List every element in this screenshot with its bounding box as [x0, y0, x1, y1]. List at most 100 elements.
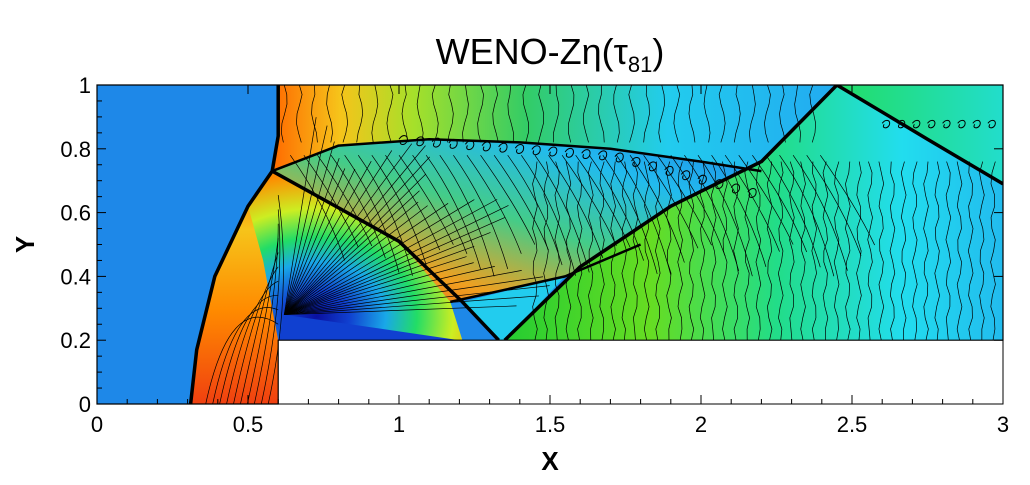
contour-post-line [260, 209, 281, 404]
contour-vortex [881, 119, 891, 129]
contour-top-line [326, 85, 333, 143]
contour-top-line [748, 85, 756, 143]
contour-lower-line [565, 161, 572, 341]
contour-lower-line [655, 161, 661, 341]
contour-fan-line [284, 270, 522, 316]
contour-arc-line [466, 154, 522, 254]
contour-fan-line [284, 246, 475, 316]
contour-field [97, 85, 1003, 404]
contour-lower-line [856, 161, 862, 341]
contour-top-line [341, 85, 348, 143]
contour-top-line [688, 85, 696, 143]
contour-vortex [597, 150, 608, 161]
contour-top-line [356, 85, 364, 143]
contour-fan-line [283, 143, 413, 315]
contour-top-line [568, 85, 575, 143]
contour-lower-line [845, 161, 851, 341]
upper-mid-region [272, 139, 762, 302]
contour-lower-line [956, 161, 963, 341]
contour-vortex [548, 146, 558, 157]
contour-lower-line [912, 161, 918, 341]
contour-lower-line [867, 161, 873, 341]
contour-lower-line [967, 161, 974, 341]
contour-fan-line [284, 190, 420, 315]
shock-lines [188, 85, 1003, 404]
contour-arc-line [575, 154, 631, 248]
contour-fan-line [283, 168, 346, 315]
contour-top-line [643, 85, 650, 143]
contour-post-line [205, 316, 279, 404]
contour-vortex [972, 119, 981, 129]
contour-lower-line [688, 161, 695, 341]
contour-arc-line [711, 154, 767, 267]
contour-vortex [514, 144, 525, 154]
contour-arc-line [289, 154, 345, 261]
x-tick-label: 2.5 [837, 412, 868, 437]
contour-top-line [809, 85, 817, 143]
contour-vortex [531, 145, 541, 156]
y-tick-label: 0.6 [60, 201, 91, 226]
slip-line [271, 137, 762, 173]
x-tick-label: 0 [91, 412, 103, 437]
contour-post-line [219, 295, 279, 404]
second-shock-line [503, 85, 839, 342]
step-obstacle [278, 340, 1003, 404]
contour-fan-line [283, 173, 427, 315]
y-tick-label: 0.8 [60, 137, 91, 162]
contour-arc-line [602, 154, 658, 275]
contour-top-line [673, 85, 681, 143]
contour-top-line [538, 85, 545, 143]
contour-fan-line [284, 305, 517, 316]
contour-lower-line [934, 161, 940, 341]
contour-arc-line [425, 154, 481, 270]
contour-arc-line [493, 154, 549, 251]
x-tick-label: 2 [695, 412, 707, 437]
contour-vortex [564, 147, 574, 158]
contour-top-line [492, 85, 499, 143]
contour-vortex [631, 157, 641, 167]
contour-top-line [703, 85, 711, 143]
contour-lower-line [733, 161, 739, 341]
contour-lower-line [800, 161, 806, 341]
contour-post-line [226, 280, 279, 404]
contour-lower-line [554, 161, 561, 341]
contour-arc-line [317, 154, 373, 247]
contour-arc-line [398, 154, 454, 245]
contour-fan-line [283, 157, 340, 315]
contour-lower-line [766, 161, 773, 341]
fan-core-region [278, 314, 460, 341]
contour-top-line [431, 85, 439, 143]
contour-top-line [447, 85, 454, 143]
contour-arc-line [738, 154, 794, 245]
contour-arc-line [656, 154, 712, 246]
contour-arc-line [385, 154, 441, 251]
contour-post-line [212, 307, 279, 404]
contour-top-line [764, 85, 771, 143]
contour-arc-line [779, 154, 835, 277]
contour-arc-line [561, 154, 617, 247]
expansion-fan-region [248, 171, 463, 341]
contour-top-line [733, 85, 741, 143]
contour-fan-line [284, 232, 491, 316]
contour-top-line [598, 85, 605, 143]
contour-vortex [912, 119, 921, 129]
contour-fan-line [283, 161, 372, 315]
contour-fan-line [283, 141, 335, 315]
contour-post-line [233, 266, 279, 404]
contour-fan-line [284, 256, 467, 316]
contour-fan-line [284, 199, 498, 315]
contour-arc-line [820, 154, 875, 246]
contour-top-line [371, 85, 379, 143]
contour-lower-line [777, 161, 784, 341]
contour-vortex [647, 161, 658, 172]
contour-vortex [697, 174, 707, 185]
y-tick-label: 0.2 [60, 328, 91, 353]
contour-top-line [718, 85, 726, 143]
x-tick-label: 1.5 [535, 412, 566, 437]
contour-fan-line [284, 201, 419, 315]
contour-top-line [794, 85, 801, 143]
contour-fan-line [283, 145, 426, 315]
contour-lower-line [878, 161, 885, 341]
contour-fan-line [284, 199, 475, 315]
